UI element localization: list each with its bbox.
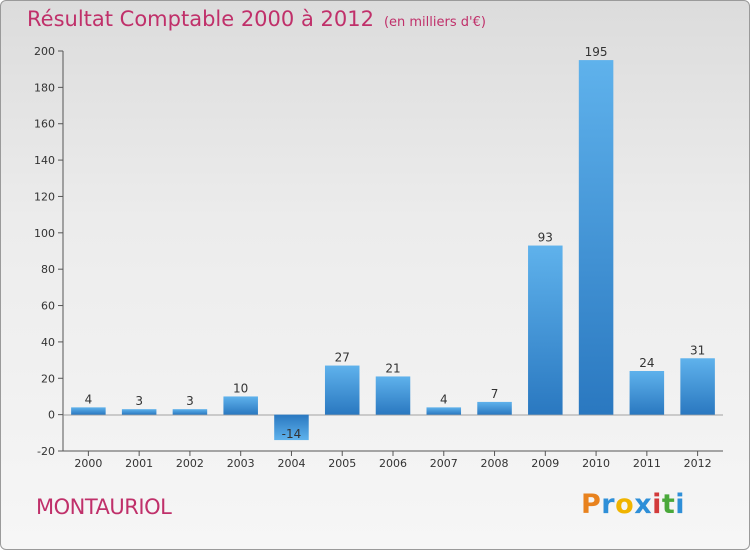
bar-value-label: 24 — [639, 356, 654, 370]
y-tick-label: 180 — [34, 81, 55, 94]
chart-subtitle: (en milliers d'€) — [383, 15, 486, 30]
bar-value-label: 7 — [491, 387, 499, 401]
bar-value-label: 21 — [385, 361, 400, 375]
y-tick-label: 100 — [34, 227, 55, 240]
x-tick-label: 2010 — [582, 457, 610, 470]
bar-value-label: 4 — [440, 392, 448, 406]
x-tick-label: 2002 — [176, 457, 204, 470]
bar-2001 — [121, 409, 157, 415]
logo-letter: r — [601, 489, 616, 520]
bar-2003 — [223, 396, 258, 415]
x-tick-label: 2003 — [227, 457, 255, 470]
y-tick-label: 140 — [34, 154, 55, 167]
y-tick-label: 200 — [34, 45, 55, 58]
logo-letter: x — [634, 489, 653, 520]
x-tick-label: 2008 — [481, 457, 509, 470]
y-tick-label: 0 — [48, 409, 55, 422]
bar-2009 — [528, 245, 563, 415]
bar-group: 4 3 3 10 -14 27 21 4 7 93 195 24 31 — [71, 45, 715, 441]
x-tick-label: 2001 — [125, 457, 153, 470]
bar-2007 — [426, 407, 462, 415]
bar-2008 — [477, 401, 512, 415]
bar-value-label: 31 — [690, 343, 705, 357]
bar-value-label: 3 — [186, 394, 194, 408]
y-tick-label: 160 — [34, 118, 55, 131]
bar-value-label: 93 — [538, 231, 553, 245]
bar-2004 — [274, 414, 309, 441]
bar-value-label: 3 — [135, 394, 143, 408]
y-tick-label: 40 — [41, 336, 55, 349]
x-tick-group: 2000 2001 2002 2003 2004 2005 2006 2007 2008 2009… — [74, 451, 712, 470]
bar-2002 — [172, 409, 208, 415]
place-name: MONTAURIOL — [36, 495, 172, 519]
x-tick-label: 2006 — [379, 457, 407, 470]
x-tick-label: 2004 — [277, 457, 305, 470]
x-tick-label: 2012 — [684, 457, 712, 470]
logo-letter: P — [581, 489, 602, 520]
chart-title: Résultat Comptable 2000 à 2012 (en millie… — [27, 7, 486, 31]
bar-2012 — [680, 358, 715, 415]
logo-letter: t — [661, 489, 676, 520]
proxiti-logo: Proxiti — [581, 489, 685, 520]
logo-letter: i — [675, 489, 686, 520]
bar-value-label: 195 — [585, 45, 608, 59]
chart-title-text: Résultat Comptable 2000 à 2012 — [27, 7, 374, 31]
x-tick-label: 2005 — [328, 457, 356, 470]
y-tick-group: -20 0 20 40 60 80 100 120 140 160 180 200 — [34, 45, 63, 458]
bar-2000 — [71, 407, 106, 415]
x-tick-label: 2000 — [74, 457, 102, 470]
x-tick-label: 2009 — [531, 457, 559, 470]
bar-2005 — [324, 365, 360, 415]
bar-value-label: 27 — [335, 351, 350, 365]
y-tick-label: 60 — [41, 300, 55, 313]
bar-2011 — [629, 371, 665, 415]
x-tick-label: 2011 — [633, 457, 661, 470]
bar-value-label: 4 — [85, 392, 93, 406]
logo-letter: o — [615, 489, 635, 520]
y-tick-label: 120 — [34, 190, 55, 203]
logo-letter: i — [652, 489, 662, 520]
bar-2006 — [375, 376, 411, 415]
bar-value-label: -14 — [282, 427, 302, 441]
bar-value-label: 10 — [233, 381, 248, 395]
y-tick-label: 80 — [41, 263, 55, 276]
bar-2010 — [578, 60, 614, 415]
x-tick-label: 2007 — [430, 457, 458, 470]
y-tick-label: -20 — [37, 445, 55, 458]
y-tick-label: 20 — [41, 372, 55, 385]
